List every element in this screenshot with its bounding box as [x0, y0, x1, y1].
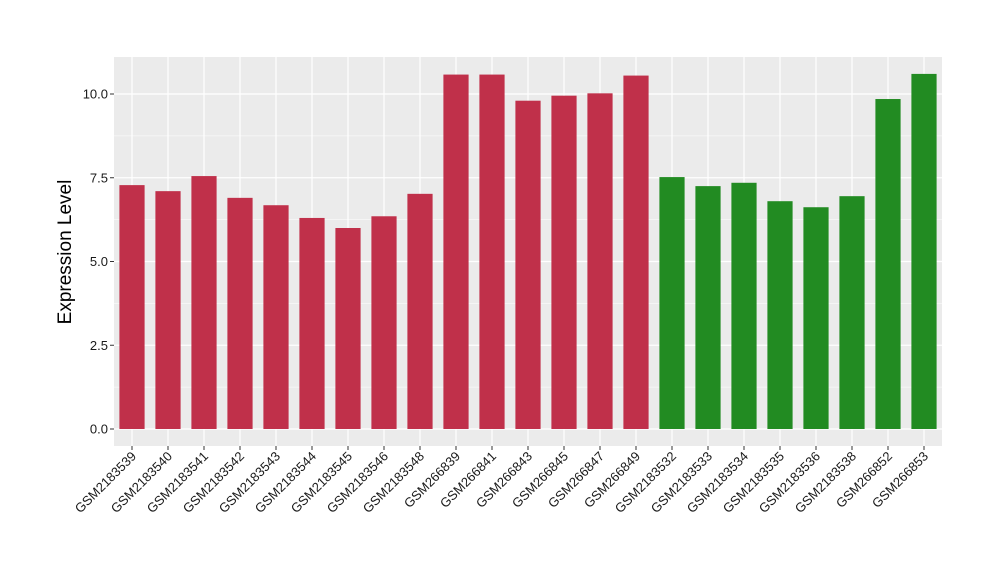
bar [803, 207, 829, 429]
bar [191, 176, 217, 429]
bar [155, 191, 181, 429]
bar [263, 205, 289, 429]
bar [479, 74, 505, 429]
y-axis-title: Expression Level [55, 180, 76, 325]
bar [551, 95, 577, 430]
x-tick-label: GSM2183539 [72, 449, 139, 516]
y-tick-label: 7.5 [90, 170, 108, 185]
bar [731, 182, 757, 429]
y-tick-label: 10.0 [83, 87, 108, 102]
bar [875, 99, 901, 430]
bars [119, 73, 937, 430]
bar [911, 73, 937, 430]
bar [119, 185, 145, 429]
bar [515, 100, 541, 429]
bar [443, 74, 469, 429]
x-axis: GSM2183539GSM2183540GSM2183541GSM2183542… [72, 446, 931, 516]
bar [371, 216, 397, 429]
bar [407, 193, 433, 429]
bar [659, 177, 685, 429]
bar [227, 197, 253, 429]
bar [767, 201, 793, 429]
bar [587, 93, 613, 429]
bar [335, 228, 361, 429]
y-tick-label: 2.5 [90, 338, 108, 353]
bar [695, 186, 721, 429]
bar [623, 75, 649, 429]
y-axis: 0.0 2.5 5.0 7.5 10.0 [83, 87, 114, 437]
y-tick-label: 0.0 [90, 422, 108, 437]
bar [299, 217, 325, 429]
y-tick-label: 5.0 [90, 254, 108, 269]
bar [839, 196, 865, 429]
